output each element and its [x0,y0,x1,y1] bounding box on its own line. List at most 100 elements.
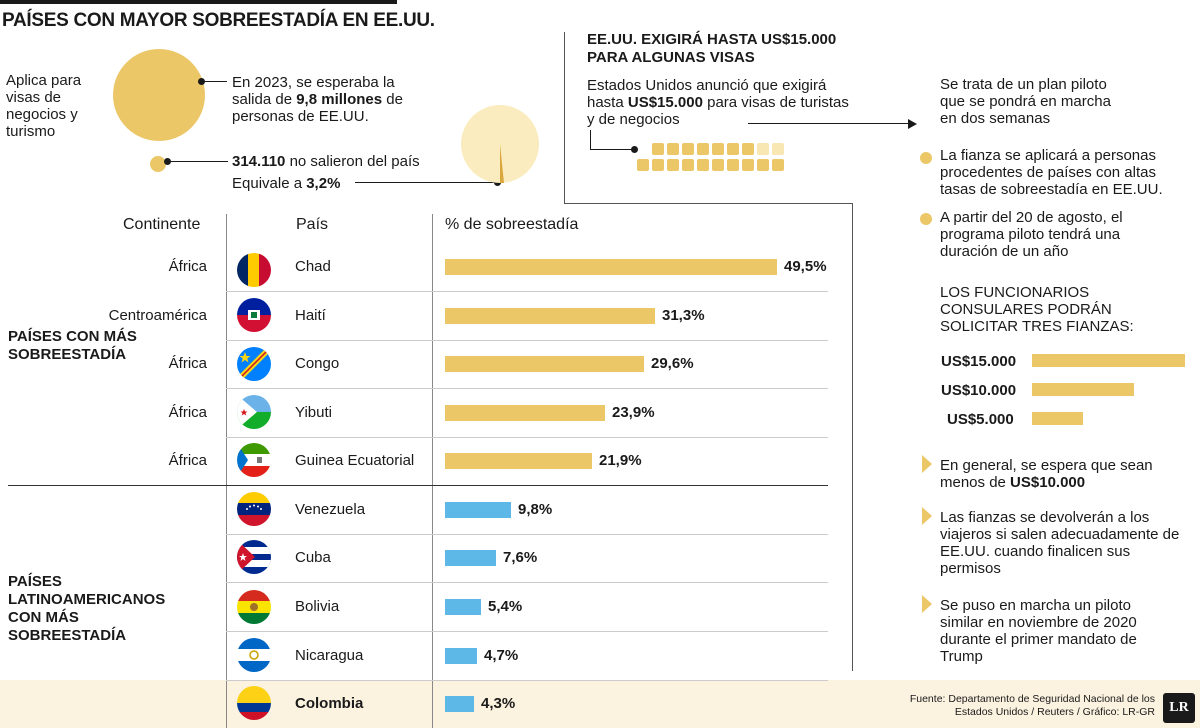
big-circle [113,49,205,141]
flag-haiti [237,298,271,332]
header-country: País [296,216,329,233]
row-continent: África [168,355,207,372]
flag-congo [237,347,271,381]
bullet-2: A partir del 20 de agosto, el programa p… [940,209,1123,260]
bar-label: 21,9% [599,452,642,469]
row-continent: África [168,452,207,469]
money-square [712,159,724,171]
flag-colombia [237,686,271,720]
bar [445,259,777,275]
bar-label: 5,4% [488,598,523,615]
flag-nicaragua [237,638,271,672]
lr-logo-text: LR [1169,700,1189,715]
bar [445,356,644,372]
vline-left [226,214,227,728]
highlight-band [0,680,1200,728]
tri-bullet-3: Se puso en marcha un piloto similar en n… [940,597,1137,665]
bar [445,648,477,664]
bar [445,405,605,421]
small-circle [150,156,166,172]
money-square [727,159,739,171]
bar-label: 4,3% [481,695,516,712]
expected-text: En 2023, se esperaba la salida de 9,8 mi… [232,74,403,125]
fianza-label: US$5.000 [947,411,1014,428]
right-panel-frame-bottom [564,203,853,204]
bullet-tri-1 [922,455,932,473]
bracket-dot [631,146,638,153]
fianza-bar [1032,354,1185,367]
connector-3 [355,182,495,183]
title-rule [0,0,397,4]
money-square [637,159,649,171]
bar [445,599,481,615]
fianza-label: US$15.000 [941,353,1017,370]
equiv-text: Equivale a 3,2% [232,175,341,192]
flag-djibouti [237,395,271,429]
bracket-h [590,149,634,150]
pilot-text: Se trata de un plan piloto que se pondrá… [940,76,1111,127]
bar [445,453,592,469]
bullet-dot-1 [920,152,932,164]
bar [445,308,655,324]
bar-label: 49,5% [784,258,827,275]
row-country: Venezuela [295,501,366,518]
row-separator [226,582,828,583]
money-square [697,159,709,171]
money-square [652,143,664,155]
row-country: Congo [295,355,340,372]
row-country: Nicaragua [295,647,364,664]
vline-right [432,214,433,728]
arrow-line [748,123,914,124]
bullet-dot-2 [920,213,932,225]
connector-dot-1 [198,78,205,85]
row-separator [226,291,828,292]
tri-bullet-2: Las fianzas se devolverán a los viajeros… [940,509,1180,577]
group-separator [8,485,828,486]
row-continent: África [168,404,207,421]
money-square [682,159,694,171]
row-separator [226,340,828,341]
right-panel-frame-right [852,203,853,671]
money-square [697,143,709,155]
money-square [727,143,739,155]
bar [445,696,474,712]
row-separator [226,631,828,632]
group-label-2: PAÍSES LATINOAMERICANOS CON MÁS SOBREEST… [8,573,166,644]
share-pie [461,105,539,183]
flag-bolivia [237,590,271,624]
connector-2 [166,161,228,162]
bullet-1: La fianza se aplicará a personas procede… [940,147,1163,198]
row-separator [226,534,828,535]
bar [445,550,496,566]
row-country: Yibuti [295,404,332,421]
tri-bullet-1: En general, se espera que sean menos de … [940,457,1153,491]
fianzas-title: LOS FUNCIONARIOS CONSULARES PODRÁN SOLIC… [940,284,1134,335]
money-square [742,159,754,171]
bullet-tri-2 [922,507,932,525]
bar-label: 7,6% [503,549,538,566]
lr-logo: LR [1163,693,1195,723]
right-title: EE.UU. EXIGIRÁ HASTA US$15.000 PARA ALGU… [587,31,837,66]
row-continent: África [168,258,207,275]
page-title: PAÍSES CON MAYOR SOBREESTADÍA EN EE.UU. [2,10,435,31]
right-panel-frame-left [564,32,565,204]
money-square [772,159,784,171]
row-separator [226,388,828,389]
money-square [682,143,694,155]
group-label-1: PAÍSES CON MÁS SOBREESTADÍA [8,328,137,363]
header-continent: Continente [123,216,201,233]
money-square [652,159,664,171]
bullet-tri-3 [922,595,932,613]
bar-label: 31,3% [662,307,705,324]
header-pct: % de sobreestadía [445,216,579,233]
flag-equatorial-guinea [237,443,271,477]
row-country: Cuba [295,549,331,566]
connector-1 [201,81,227,82]
money-square [757,159,769,171]
arrow-head [908,119,917,129]
money-square [667,159,679,171]
bar-label: 29,6% [651,355,694,372]
row-country: Colombia [295,695,364,712]
row-separator [226,680,828,681]
money-square [757,143,769,155]
